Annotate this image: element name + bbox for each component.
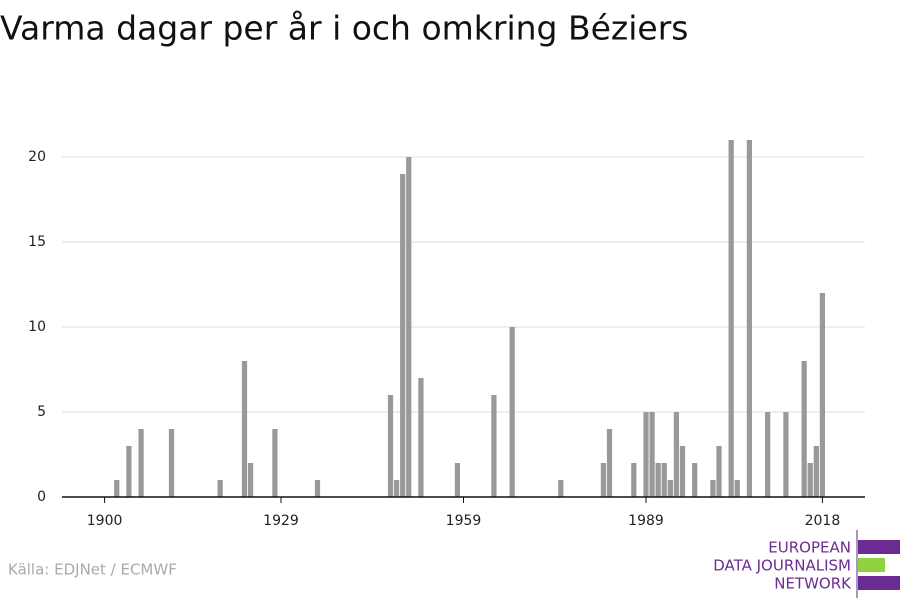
logo-bar bbox=[858, 558, 885, 572]
bar bbox=[819, 293, 826, 497]
bar bbox=[661, 463, 667, 497]
logo-text: DATA JOURNALISM bbox=[713, 557, 851, 575]
bar bbox=[655, 463, 661, 497]
x-tick-label: 1900 bbox=[87, 513, 123, 529]
bar bbox=[631, 463, 637, 497]
bar bbox=[406, 157, 412, 497]
logo-bar bbox=[858, 576, 900, 590]
source: Källa: EDJNet / ECMWF bbox=[8, 561, 177, 579]
bar bbox=[716, 446, 722, 497]
x-tick-label: 1929 bbox=[263, 513, 299, 529]
bar bbox=[643, 412, 649, 497]
bar bbox=[746, 140, 753, 497]
logo-text: NETWORK bbox=[774, 575, 852, 593]
bar bbox=[710, 480, 716, 497]
bar bbox=[393, 480, 400, 497]
bar bbox=[114, 480, 120, 497]
y-tick-label: 0 bbox=[37, 489, 46, 505]
bar bbox=[765, 412, 771, 497]
bar bbox=[783, 412, 789, 497]
bar bbox=[126, 446, 132, 497]
bar bbox=[728, 140, 734, 497]
bar bbox=[491, 395, 497, 497]
bar bbox=[679, 446, 686, 497]
bar bbox=[168, 429, 175, 497]
bar bbox=[418, 378, 424, 497]
bar bbox=[649, 412, 655, 497]
logo-bar bbox=[858, 540, 900, 554]
bar bbox=[813, 446, 819, 497]
bar bbox=[217, 480, 223, 497]
logo-text: EUROPEAN bbox=[768, 539, 851, 557]
y-tick-label: 5 bbox=[37, 404, 46, 420]
bar bbox=[454, 463, 461, 497]
bar bbox=[673, 412, 680, 497]
y-tick-label: 10 bbox=[28, 319, 46, 335]
bar bbox=[241, 361, 248, 497]
bar bbox=[138, 429, 144, 497]
bar bbox=[801, 361, 807, 497]
chart-title: Varma dagar per år i och omkring Béziers bbox=[0, 9, 689, 48]
bar bbox=[606, 429, 613, 497]
bar bbox=[272, 429, 278, 497]
bar bbox=[692, 463, 698, 497]
x-tick-label: 2018 bbox=[805, 513, 841, 529]
bar bbox=[314, 480, 321, 497]
bar bbox=[667, 480, 673, 497]
x-tick-label: 1959 bbox=[446, 513, 482, 529]
bar bbox=[807, 463, 813, 497]
bar bbox=[387, 395, 394, 497]
bar bbox=[400, 174, 406, 497]
bar bbox=[247, 463, 254, 497]
bar bbox=[600, 463, 607, 497]
y-tick-label: 20 bbox=[28, 149, 46, 165]
x-tick-label: 1989 bbox=[628, 513, 664, 529]
y-tick-label: 15 bbox=[28, 234, 46, 250]
bar bbox=[558, 480, 564, 497]
bar bbox=[509, 327, 515, 497]
bar bbox=[734, 480, 740, 497]
